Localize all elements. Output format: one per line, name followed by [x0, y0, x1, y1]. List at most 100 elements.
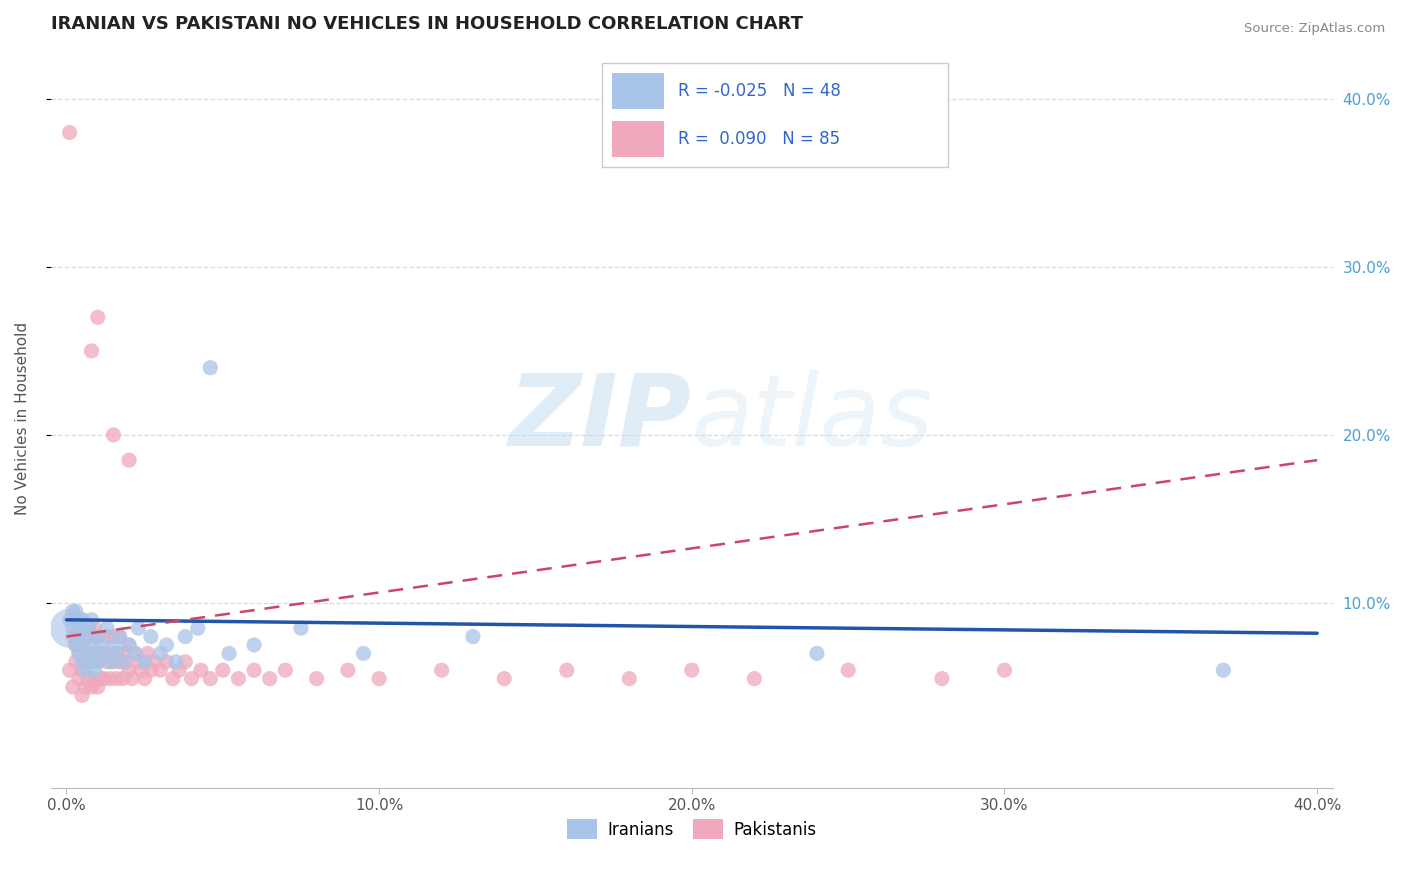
Point [218, 647, 240, 661]
Point [134, 672, 156, 686]
Point [1212, 663, 1234, 677]
Point [58, 613, 80, 627]
Point [931, 672, 953, 686]
Text: ZIP: ZIP [509, 369, 692, 467]
Point [305, 672, 328, 686]
Point [619, 672, 641, 686]
Point [62, 680, 84, 694]
Point [96, 621, 118, 635]
Point [111, 672, 134, 686]
Point [243, 638, 266, 652]
Point [98, 672, 121, 686]
Point [83, 647, 105, 661]
Point [118, 638, 141, 652]
Point [77, 647, 100, 661]
Point [105, 672, 128, 686]
Point [70, 613, 93, 627]
Point [87, 655, 110, 669]
Point [167, 663, 190, 677]
Point [87, 630, 110, 644]
Point [806, 647, 828, 661]
Point [187, 621, 209, 635]
Point [65, 655, 87, 669]
Point [70, 638, 93, 652]
Point [62, 621, 84, 635]
Point [83, 647, 105, 661]
Point [75, 630, 97, 644]
Point [58, 663, 80, 677]
Point [83, 621, 105, 635]
Point [75, 663, 97, 677]
Point [58, 621, 80, 635]
Point [149, 647, 172, 661]
Point [118, 453, 141, 467]
Point [127, 621, 149, 635]
Point [80, 343, 103, 358]
Point [744, 672, 766, 686]
Point [80, 630, 103, 644]
Point [103, 630, 125, 644]
Legend: Iranians, Pakistanis: Iranians, Pakistanis [561, 813, 824, 846]
Point [67, 672, 90, 686]
Point [228, 672, 250, 686]
Point [200, 360, 222, 375]
Point [124, 647, 146, 661]
Point [90, 638, 112, 652]
Point [70, 613, 93, 627]
Point [115, 655, 138, 669]
Point [353, 647, 375, 661]
Point [274, 663, 297, 677]
Point [108, 630, 131, 644]
Point [105, 647, 128, 661]
Point [121, 672, 143, 686]
Point [103, 428, 125, 442]
Point [118, 638, 141, 652]
Point [77, 621, 100, 635]
Point [65, 604, 87, 618]
Point [65, 630, 87, 644]
Point [67, 621, 90, 635]
Point [70, 638, 93, 652]
Point [155, 655, 177, 669]
Point [87, 630, 110, 644]
Point [155, 638, 177, 652]
Point [162, 672, 184, 686]
Point [80, 613, 103, 627]
Point [108, 655, 131, 669]
Point [58, 126, 80, 140]
Text: Source: ZipAtlas.com: Source: ZipAtlas.com [1244, 22, 1385, 36]
Point [180, 672, 202, 686]
Point [368, 672, 391, 686]
Point [461, 630, 484, 644]
Point [174, 655, 197, 669]
Point [98, 647, 121, 661]
Point [290, 621, 312, 635]
Point [136, 647, 159, 661]
Point [93, 647, 115, 661]
Point [80, 680, 103, 694]
Y-axis label: No Vehicles in Household: No Vehicles in Household [15, 322, 30, 515]
Point [70, 655, 93, 669]
Point [103, 638, 125, 652]
Point [127, 655, 149, 669]
Point [105, 647, 128, 661]
Point [65, 638, 87, 652]
Point [77, 672, 100, 686]
Point [200, 672, 222, 686]
Point [90, 647, 112, 661]
Point [75, 655, 97, 669]
Point [124, 647, 146, 661]
Point [139, 663, 162, 677]
Point [103, 655, 125, 669]
Point [62, 630, 84, 644]
Point [131, 663, 153, 677]
Point [87, 655, 110, 669]
Point [80, 655, 103, 669]
Point [118, 663, 141, 677]
Point [211, 663, 233, 677]
Point [111, 655, 134, 669]
Point [259, 672, 281, 686]
Point [96, 630, 118, 644]
Point [83, 672, 105, 686]
Point [67, 621, 90, 635]
